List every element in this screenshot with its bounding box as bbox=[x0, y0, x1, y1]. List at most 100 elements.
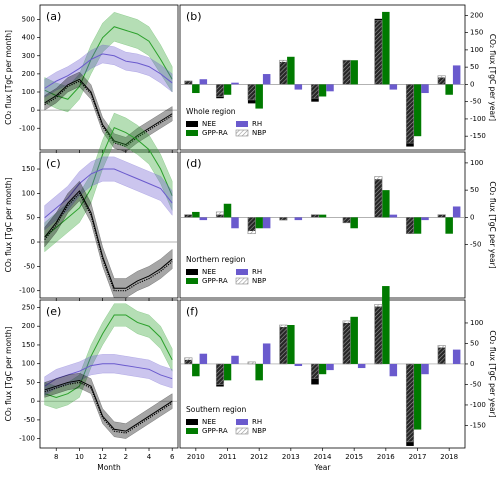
y-tick-label: 100 bbox=[22, 189, 35, 197]
uncertainty-band bbox=[44, 11, 173, 113]
legend-swatch bbox=[186, 278, 198, 284]
legend-label: NEE bbox=[202, 268, 216, 276]
bar bbox=[389, 84, 398, 90]
panel-title: (a) bbox=[46, 10, 61, 23]
series-line bbox=[44, 168, 173, 219]
x-axis-label: Month bbox=[97, 463, 121, 472]
series-line bbox=[44, 127, 173, 238]
x-tick-label: 8 bbox=[54, 453, 58, 461]
panel-frame bbox=[39, 151, 179, 299]
bar bbox=[287, 325, 295, 364]
legend-swatch bbox=[235, 277, 249, 285]
region-label: Southern region bbox=[186, 405, 246, 414]
x-tick-label: 2017 bbox=[409, 453, 427, 461]
y-tick-label: -150 bbox=[470, 421, 486, 429]
series-line bbox=[44, 53, 173, 89]
panel-title: (e) bbox=[46, 305, 61, 318]
bar bbox=[389, 363, 398, 377]
y-tick-label: 0 bbox=[470, 80, 474, 88]
x-tick-label: 6 bbox=[170, 453, 175, 461]
bar bbox=[413, 363, 422, 430]
bar bbox=[421, 84, 429, 94]
bar bbox=[421, 363, 429, 375]
legend-label: GPP-RA bbox=[202, 427, 228, 435]
y-tick-label: 0 bbox=[470, 360, 474, 368]
y-tick-label: 150 bbox=[22, 341, 35, 349]
bar bbox=[350, 316, 358, 364]
panel-title: (f) bbox=[186, 305, 198, 318]
y-tick-label: 100 bbox=[22, 88, 35, 96]
y-tick-label: 150 bbox=[470, 29, 483, 37]
bar bbox=[247, 361, 256, 365]
bar bbox=[310, 84, 320, 99]
bar bbox=[326, 363, 334, 371]
legend-swatch bbox=[236, 269, 248, 275]
bar bbox=[382, 190, 390, 218]
series-line bbox=[44, 78, 173, 146]
bar bbox=[445, 217, 453, 234]
bar bbox=[215, 363, 225, 385]
bar bbox=[279, 217, 288, 221]
bar bbox=[199, 217, 208, 221]
bar bbox=[437, 345, 446, 365]
bar bbox=[199, 353, 208, 364]
y-tick-label: -50 bbox=[24, 262, 35, 270]
x-tick-label: 10 bbox=[75, 453, 84, 461]
series-line bbox=[44, 192, 173, 292]
bar bbox=[318, 84, 327, 97]
y-tick-label: -150 bbox=[470, 132, 486, 140]
legend-label: NEE bbox=[202, 418, 216, 426]
series-line bbox=[44, 380, 173, 432]
legend-swatch bbox=[186, 121, 198, 127]
bar bbox=[374, 304, 383, 365]
bar bbox=[437, 75, 446, 85]
y-tick-label: 200 bbox=[22, 70, 35, 78]
legend-swatch bbox=[235, 427, 249, 435]
legend-label: NBP bbox=[252, 129, 266, 137]
bar bbox=[421, 217, 429, 221]
y-tick-label: 50 bbox=[470, 186, 479, 194]
y-tick-label: -100 bbox=[19, 435, 35, 443]
bar bbox=[294, 217, 303, 221]
bar bbox=[405, 84, 415, 144]
panel-title: (b) bbox=[186, 10, 202, 23]
series-line bbox=[44, 26, 173, 100]
y-tick-label: 0 bbox=[31, 106, 35, 114]
bar bbox=[255, 84, 263, 109]
uncertainty-band bbox=[44, 156, 173, 231]
y-tick-label: -50 bbox=[470, 98, 481, 106]
bar bbox=[231, 217, 239, 229]
bar bbox=[405, 363, 415, 443]
y-tick-label: 500 bbox=[22, 16, 35, 24]
y-tick-label: 100 bbox=[22, 360, 35, 368]
x-tick-label: 2015 bbox=[345, 453, 363, 461]
panel-frame bbox=[39, 299, 179, 449]
bar bbox=[294, 363, 303, 367]
uncertainty-band bbox=[44, 44, 173, 98]
bar bbox=[310, 214, 320, 218]
bar bbox=[452, 65, 461, 85]
y-tick-label: 0 bbox=[31, 397, 35, 405]
legend-label: GPP-RA bbox=[202, 129, 228, 137]
x-axis-label: Year bbox=[314, 463, 332, 472]
y-axis-label: CO₂ flux [TgC per year] bbox=[488, 181, 497, 268]
x-tick-label: 2011 bbox=[219, 453, 237, 461]
legend-swatch bbox=[186, 428, 198, 434]
bar bbox=[262, 343, 271, 364]
y-tick-label: 50 bbox=[26, 378, 35, 386]
bar bbox=[231, 355, 239, 364]
y-tick-label: 100 bbox=[470, 319, 483, 327]
bar bbox=[318, 214, 327, 218]
y-axis-label: CO₂ flux [TgC per month] bbox=[4, 30, 13, 125]
bar bbox=[318, 363, 327, 375]
y-axis-label: CO₂ flux [TgC per month] bbox=[4, 327, 13, 422]
bar bbox=[287, 56, 295, 85]
x-tick-label: 2012 bbox=[250, 453, 268, 461]
legend-swatch bbox=[186, 269, 198, 275]
bar bbox=[279, 324, 288, 365]
bar bbox=[374, 20, 383, 85]
bar bbox=[413, 217, 422, 234]
bar bbox=[231, 82, 239, 85]
bar bbox=[374, 176, 383, 218]
